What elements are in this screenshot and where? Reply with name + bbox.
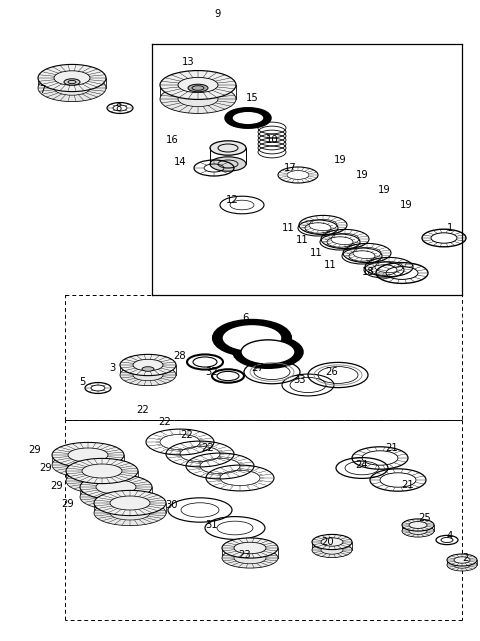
Ellipse shape: [142, 367, 154, 371]
Ellipse shape: [66, 458, 138, 483]
Text: 19: 19: [378, 185, 390, 195]
Text: 8: 8: [115, 103, 121, 113]
Ellipse shape: [38, 74, 106, 102]
Ellipse shape: [160, 85, 236, 113]
Ellipse shape: [226, 109, 270, 128]
Text: 19: 19: [356, 170, 368, 180]
Text: 28: 28: [174, 351, 186, 361]
Text: 11: 11: [282, 223, 294, 233]
Ellipse shape: [210, 157, 246, 171]
Ellipse shape: [188, 84, 208, 92]
Ellipse shape: [234, 337, 302, 367]
Text: 16: 16: [166, 135, 179, 145]
Ellipse shape: [66, 469, 138, 494]
Ellipse shape: [312, 535, 352, 549]
Text: 22: 22: [137, 405, 149, 415]
Text: 19: 19: [400, 200, 412, 210]
Ellipse shape: [80, 474, 152, 499]
Text: 12: 12: [226, 195, 239, 205]
Ellipse shape: [52, 442, 124, 467]
Ellipse shape: [64, 79, 80, 85]
Text: 11: 11: [310, 248, 323, 258]
Ellipse shape: [222, 538, 278, 558]
Ellipse shape: [402, 525, 434, 537]
Text: 31: 31: [206, 520, 218, 530]
Ellipse shape: [402, 519, 434, 531]
Text: 29: 29: [50, 481, 63, 491]
Text: 4: 4: [447, 531, 453, 541]
Text: 17: 17: [284, 163, 296, 173]
Ellipse shape: [312, 542, 352, 558]
Text: 21: 21: [402, 480, 414, 490]
Text: 29: 29: [61, 499, 74, 509]
Text: 19: 19: [334, 155, 347, 165]
Text: 10: 10: [266, 135, 278, 145]
Text: 9: 9: [215, 9, 221, 19]
Ellipse shape: [160, 71, 236, 99]
Text: 29: 29: [29, 445, 41, 455]
Ellipse shape: [447, 559, 477, 571]
Text: 30: 30: [166, 500, 178, 510]
Text: 14: 14: [174, 157, 186, 167]
Ellipse shape: [80, 485, 152, 510]
Text: 11: 11: [296, 235, 308, 245]
Text: 24: 24: [356, 460, 368, 470]
Text: 6: 6: [242, 313, 248, 323]
Text: 33: 33: [294, 375, 306, 385]
Text: 22: 22: [180, 430, 193, 440]
Ellipse shape: [120, 354, 176, 376]
Text: 27: 27: [252, 363, 264, 373]
Text: 2: 2: [462, 553, 468, 563]
Text: 22: 22: [158, 417, 171, 427]
Text: 29: 29: [40, 463, 52, 473]
Text: 15: 15: [246, 93, 258, 103]
Text: 20: 20: [322, 537, 334, 547]
Text: 13: 13: [182, 57, 194, 67]
Text: 1: 1: [447, 223, 453, 233]
Ellipse shape: [94, 490, 166, 515]
Text: 23: 23: [239, 550, 252, 560]
Ellipse shape: [94, 501, 166, 526]
Text: 22: 22: [202, 443, 215, 453]
Ellipse shape: [38, 64, 106, 92]
Ellipse shape: [222, 324, 282, 351]
Text: 5: 5: [79, 377, 85, 387]
Ellipse shape: [232, 112, 264, 125]
Ellipse shape: [214, 321, 290, 355]
Text: 11: 11: [324, 260, 336, 270]
Ellipse shape: [241, 340, 295, 364]
Ellipse shape: [222, 548, 278, 568]
Text: 3: 3: [109, 363, 115, 373]
Text: 7: 7: [39, 85, 45, 95]
Text: 25: 25: [419, 513, 432, 523]
Text: 32: 32: [206, 367, 218, 377]
Ellipse shape: [120, 364, 176, 386]
Text: 26: 26: [325, 367, 338, 377]
Text: 18: 18: [362, 267, 374, 277]
Ellipse shape: [447, 554, 477, 566]
Ellipse shape: [52, 453, 124, 478]
Ellipse shape: [210, 141, 246, 155]
Text: 21: 21: [385, 443, 398, 453]
